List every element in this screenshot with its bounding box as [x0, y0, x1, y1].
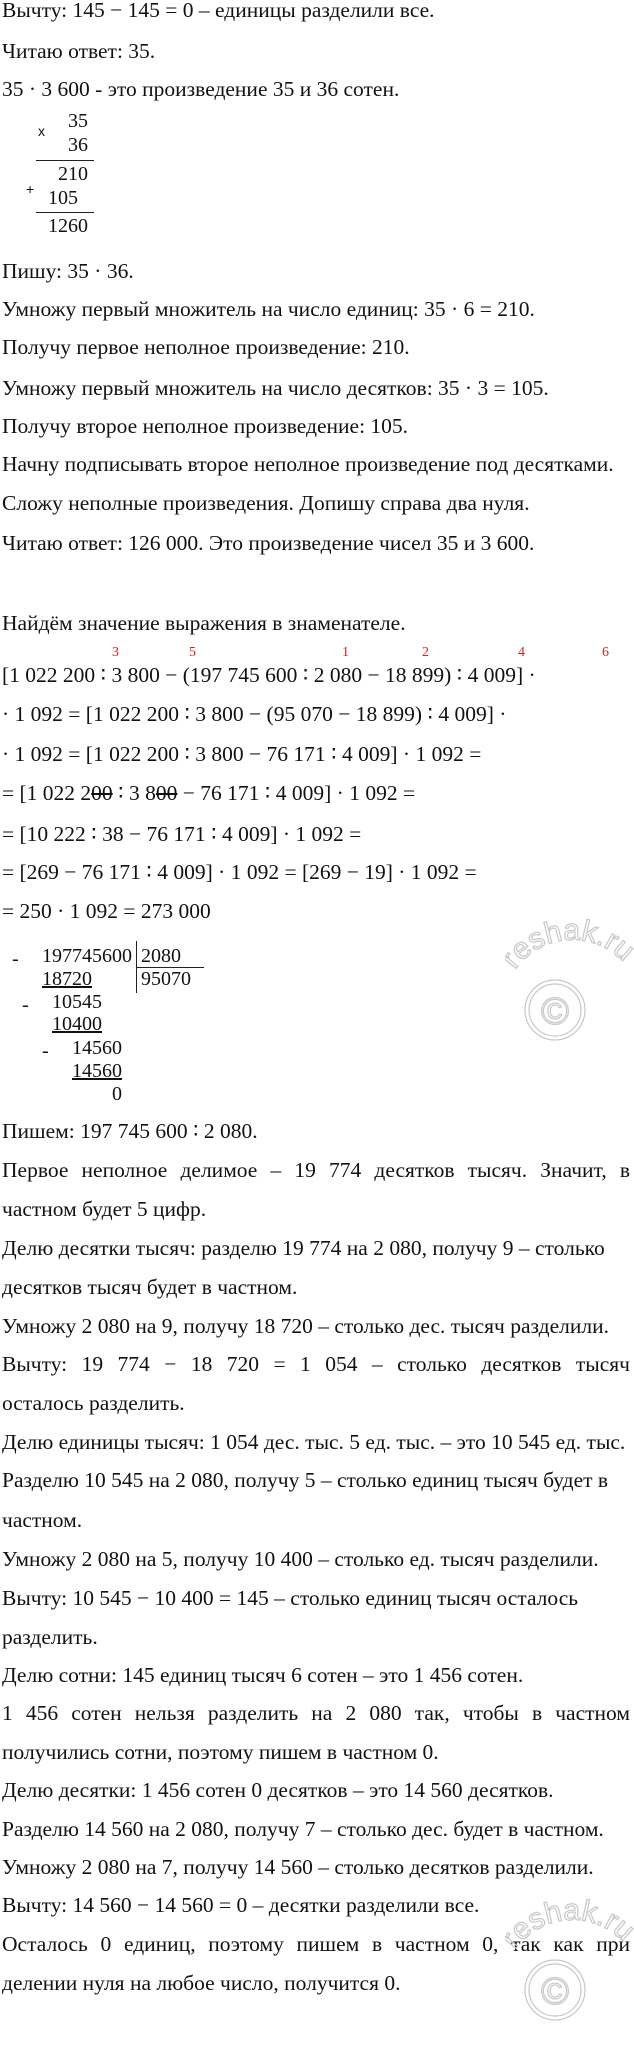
text-line: Умножу первый множитель на число единиц:… — [2, 297, 535, 321]
order-mark: 4 — [518, 645, 525, 660]
product-result: 1260 — [48, 215, 88, 237]
formula-part: = [1 022 2 — [2, 781, 92, 805]
watermark-text: reshak.ru — [505, 1893, 634, 1955]
text-line: частном. — [2, 1508, 83, 1532]
formula-line: = [10 222 ∶ 38 − 76 171 ∶ 4 009] · 1 092… — [2, 822, 362, 846]
plus-sign: + — [26, 181, 35, 197]
formula-part: − 76 171 ∶ 4 009] · 1 092 = — [177, 781, 416, 805]
copyright-icon: © — [541, 991, 569, 1033]
text-line: Пишу: 35 · 36. — [2, 259, 134, 283]
text-line: Вычту: 10 545 − 10 400 = 145 – столько е… — [2, 1586, 579, 1610]
division-row: 18720 — [42, 968, 92, 990]
text-line: Читаю ответ: 35. — [2, 39, 156, 63]
formula-line: · 1 092 = [1 022 200 ∶ 3 800 − 76 171 ∶ … — [2, 742, 482, 766]
text-line: 35 · 3 600 - это произведение 35 и 36 со… — [2, 77, 400, 101]
text-line: делении нуля на любое число, получится 0… — [2, 1971, 401, 1995]
text-line: десятков тысяч будет в частном. — [2, 1275, 298, 1299]
svg-text:reshak.ru: reshak.ru — [505, 914, 634, 974]
division-row: 10400 — [52, 1013, 102, 1035]
divider-line — [36, 160, 94, 161]
minus-sign: - — [22, 994, 29, 1016]
text-line: получились сотни, поэтому пишем в частно… — [2, 1740, 439, 1764]
formula-line: [1 022 200 ∶ 3 800 − (197 745 600 ∶ 2 08… — [2, 663, 536, 687]
formula-part: ∶ 3 8 — [112, 781, 156, 805]
formula-line: · 1 092 = [1 022 200 ∶ 3 800 − (95 070 −… — [2, 702, 507, 726]
dividend: 197745600 — [42, 945, 132, 967]
text-line: Умножу 2 080 на 7, получу 14 560 – столь… — [2, 1855, 594, 1879]
text-line: Разделю 10 545 на 2 080, получу 5 – стол… — [2, 1468, 609, 1492]
minus-sign: - — [42, 1040, 49, 1062]
text-line: Получу первое неполное произведение: 210… — [2, 335, 410, 359]
text-line: Вычту: 19 774 − 18 720 = 1 054 – столько… — [2, 1352, 630, 1376]
text-line: Делю сотни: 145 единиц тысяч 6 сотен – э… — [2, 1663, 524, 1687]
times-sign: x — [38, 123, 45, 139]
division-row: 10545 — [52, 991, 102, 1013]
text-line: 1 456 сотен нельзя разделить на 2 080 та… — [2, 1701, 630, 1725]
partial-product-1: 210 — [58, 163, 88, 185]
text-line: Делю десятки: 1 456 сотен 0 десятков – э… — [2, 1778, 554, 1802]
text-line: Разделю 14 560 на 2 080, получу 7 – стол… — [2, 1817, 604, 1841]
text-line: Вычту: 145 − 145 = 0 – единицы разделили… — [2, 0, 435, 22]
factor-2: 36 — [68, 134, 88, 156]
order-mark: 3 — [112, 645, 119, 660]
svg-text:reshak.ru: reshak.ru — [505, 1894, 634, 1954]
quotient: 95070 — [141, 968, 191, 990]
division-row: 14560 — [72, 1060, 122, 1082]
order-mark: 5 — [189, 645, 196, 660]
division-remainder: 0 — [112, 1083, 122, 1105]
watermark-logo: reshak.ru © — [505, 1893, 634, 2021]
text-line: Читаю ответ: 126 000. Это произведение ч… — [2, 531, 535, 555]
text-line: Сложу неполные произведения. Допишу спра… — [2, 491, 530, 515]
text-line: Вычту: 14 560 − 14 560 = 0 – десятки раз… — [2, 1893, 480, 1917]
text-line: Начну подписывать второе неполное произв… — [2, 452, 614, 476]
formula-line: = [269 − 76 171 ∶ 4 009] · 1 092 = [269 … — [2, 860, 477, 884]
text-line: Делю единицы тысяч: 1 054 дес. тыс. 5 ед… — [2, 1430, 626, 1454]
order-mark: 2 — [422, 645, 429, 660]
divider-line — [36, 212, 94, 213]
text-line: Умножу первый множитель на число десятко… — [2, 376, 549, 400]
order-mark: 6 — [602, 645, 609, 660]
watermark-logo: reshak.ru © — [505, 913, 634, 1041]
minus-sign: - — [12, 948, 19, 970]
partial-product-2: 105 — [48, 187, 78, 209]
watermark-text: reshak.ru — [505, 913, 634, 975]
divisor: 2080 — [141, 945, 181, 967]
text-line: Осталось 0 единиц, поэтому пишем в частн… — [2, 1932, 630, 1956]
text-line: Умножу 2 080 на 5, получу 10 400 – столь… — [2, 1547, 599, 1571]
text-line: Пишем: 197 745 600 ∶ 2 080. — [2, 1119, 258, 1143]
copyright-icon: © — [541, 1971, 569, 2013]
formula-line: = [1 022 200 ∶ 3 800 − 76 171 ∶ 4 009] ·… — [2, 780, 415, 806]
text-line: осталось разделить. — [2, 1391, 185, 1415]
text-line: Делю десятки тысяч: разделю 19 774 на 2 … — [2, 1236, 605, 1260]
order-mark: 1 — [342, 645, 349, 660]
text-line: Умножу 2 080 на 9, получу 18 720 – столь… — [2, 1314, 609, 1338]
text-line: Первое неполное делимое – 19 774 десятко… — [2, 1158, 630, 1182]
text-line: Найдём значение выражения в знаменателе. — [2, 611, 406, 635]
struck-zeros: 00 — [91, 781, 113, 805]
factor-1: 35 — [68, 110, 88, 132]
struck-zeros: 00 — [155, 781, 178, 805]
text-line: Получу второе неполное произведение: 105… — [2, 414, 409, 438]
divisor-underline — [136, 967, 204, 968]
text-line: частном будет 5 цифр. — [2, 1197, 207, 1221]
text-line: разделить. — [2, 1625, 98, 1649]
copyright-circle — [524, 979, 586, 1041]
copyright-circle — [528, 983, 582, 1037]
division-row: 14560 — [72, 1037, 122, 1059]
formula-line: = 250 · 1 092 = 273 000 — [2, 899, 211, 923]
